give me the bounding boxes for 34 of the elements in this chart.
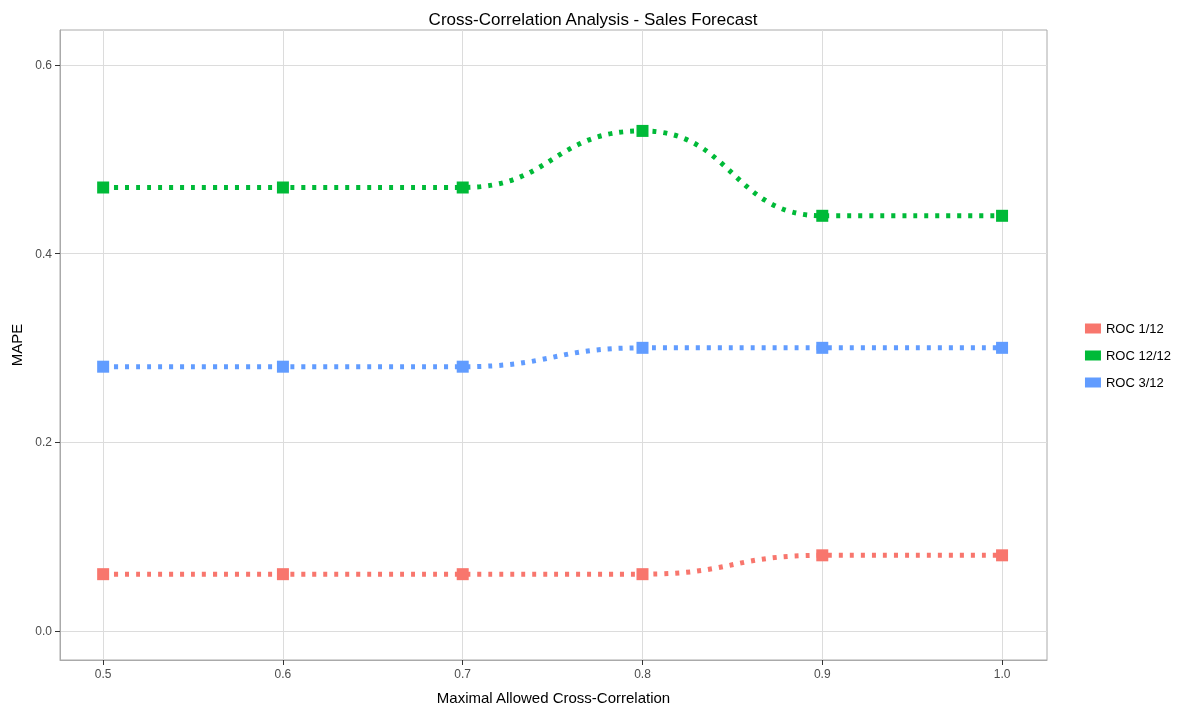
x-tick-label: 0.6 — [274, 667, 292, 681]
chart-title: Cross-Correlation Analysis - Sales Forecast — [428, 10, 758, 29]
point — [97, 181, 110, 194]
point — [816, 341, 829, 354]
point — [996, 209, 1009, 222]
legend-label: ROC 1/12 — [1105, 321, 1164, 336]
point — [996, 549, 1009, 562]
legend-label: ROC 3/12 — [1105, 375, 1164, 390]
point — [456, 360, 469, 373]
point — [996, 341, 1009, 354]
y-axis-title: MAPE — [8, 323, 25, 367]
point — [456, 181, 469, 194]
point — [276, 360, 289, 373]
x-tick-label: 0.8 — [634, 667, 652, 681]
y-tick-label: 0.0 — [35, 623, 53, 638]
point — [816, 209, 829, 222]
x-tick-label: 1.0 — [993, 667, 1011, 681]
x-tick-label: 0.7 — [454, 667, 472, 681]
x-tick-label: 0.5 — [94, 667, 112, 681]
point — [276, 568, 289, 581]
x-axis-title: Maximal Allowed Cross-Correlation — [436, 689, 671, 706]
x-tick-label: 0.9 — [813, 667, 831, 681]
y-tick-label: 0.2 — [35, 435, 53, 450]
point — [816, 549, 829, 562]
y-tick-label: 0.6 — [35, 57, 53, 72]
legend-label: ROC 12/12 — [1105, 348, 1172, 363]
point — [456, 568, 469, 581]
point — [276, 181, 289, 194]
point — [636, 124, 649, 137]
point — [636, 568, 649, 581]
point — [97, 360, 110, 373]
point — [97, 568, 110, 581]
y-tick-label: 0.4 — [35, 246, 53, 261]
point — [636, 341, 649, 354]
